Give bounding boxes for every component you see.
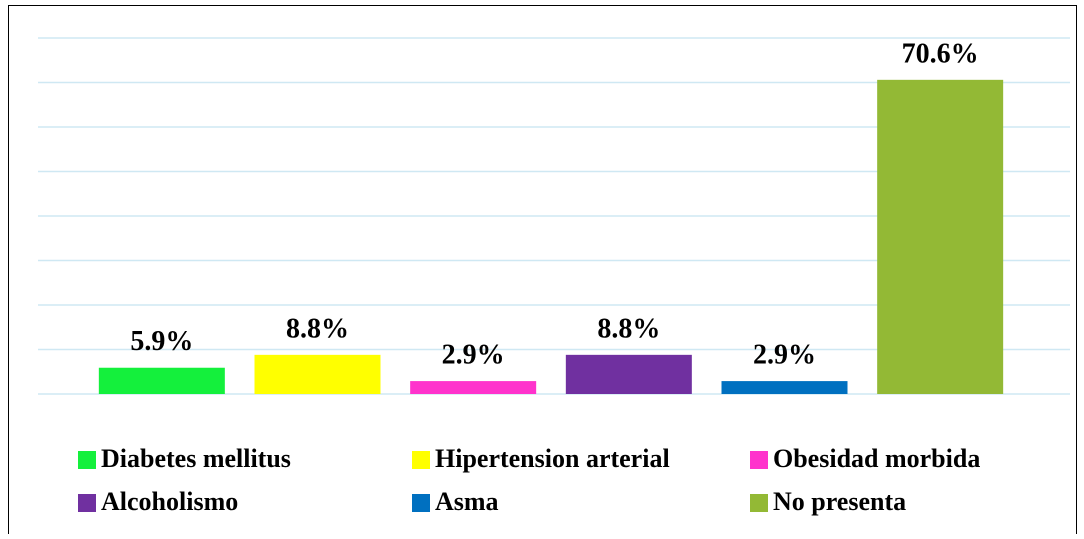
bar	[565, 354, 692, 394]
value-label: 70.6%	[902, 38, 979, 69]
legend-label: No presenta	[773, 487, 906, 516]
chart-frame	[8, 5, 1077, 539]
bar	[410, 381, 537, 394]
legend-label: Diabetes mellitus	[101, 444, 291, 473]
legend-swatch	[750, 494, 768, 512]
bar	[98, 367, 225, 394]
legend-label: Alcoholismo	[101, 487, 238, 516]
legend-label: Obesidad morbida	[773, 444, 980, 473]
value-label: 8.8%	[286, 313, 349, 344]
legend-swatch	[78, 494, 96, 512]
legend-label: Hipertension arterial	[435, 444, 670, 473]
bar	[254, 354, 381, 394]
legend-swatch	[78, 451, 96, 469]
bar	[877, 79, 1004, 394]
legend-swatch	[750, 451, 768, 469]
legend-swatch	[412, 494, 430, 512]
value-label: 8.8%	[597, 313, 660, 344]
value-label: 2.9%	[442, 340, 505, 371]
legend-label: Asma	[435, 487, 499, 516]
value-label: 5.9%	[130, 326, 193, 357]
legend-swatch	[412, 451, 430, 469]
bar	[721, 381, 848, 394]
value-label: 2.9%	[753, 340, 816, 371]
